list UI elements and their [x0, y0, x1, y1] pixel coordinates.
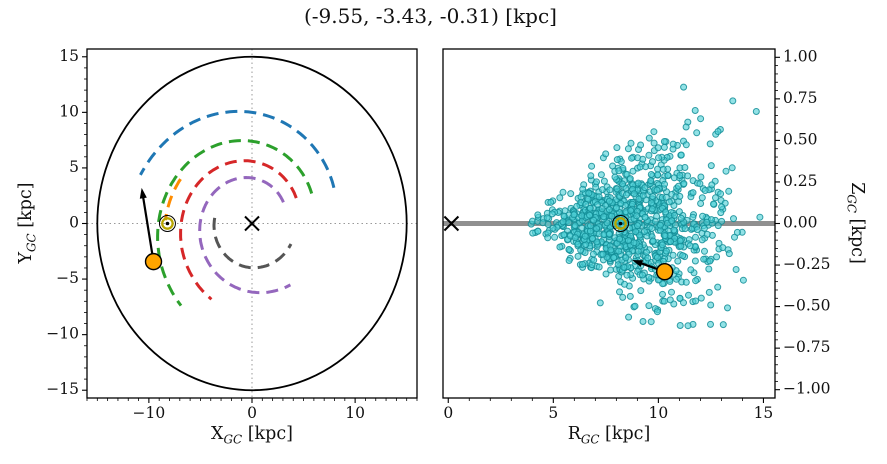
sun-symbol [158, 215, 176, 232]
right-xaxis-label: RGC [kpc] [443, 424, 775, 447]
spiral-arm-local-orange [164, 178, 182, 221]
star-marker [144, 252, 163, 271]
xlabel-sub: GC [580, 432, 600, 447]
y-tick-label: 0.00 [783, 214, 818, 232]
spiral-arm-purple [198, 175, 292, 295]
left-xaxis-label: XGC [kpc] [87, 424, 417, 447]
xlabel-base: X [211, 424, 224, 444]
y-tick-label: 15 [59, 47, 79, 65]
sun-outer-ring [612, 215, 630, 232]
star-marker [655, 262, 674, 281]
y-tick-label: −0.25 [783, 255, 831, 273]
ylabel-unit: [kpc] [16, 182, 36, 234]
ylabel-unit: [kpc] [847, 212, 867, 264]
sun-inner-ring [614, 217, 627, 230]
velocity-arrow-head [632, 260, 644, 267]
x-tick-label: 0 [247, 404, 257, 422]
velocity-arrow-head [139, 187, 147, 199]
solar-circle-boundary [96, 55, 408, 392]
scatter-points [527, 83, 764, 330]
spiral-arm-central-gray [212, 217, 293, 270]
sun-inner-ring [161, 217, 174, 230]
galactic-center-marker [244, 215, 260, 232]
y-tick-label: −5 [56, 269, 79, 287]
x-tick-label: −10 [133, 404, 166, 422]
velocity-arrow-shaft [141, 193, 155, 262]
y-tick-label: 0.50 [783, 130, 818, 148]
y-tick-label: −10 [46, 325, 79, 343]
right-panel-content [443, 83, 775, 330]
figure-title: (-9.55, -3.43, -0.31) [kpc] [304, 4, 557, 28]
xlabel-unit: [kpc] [599, 424, 651, 444]
y-tick-label: −1.00 [783, 380, 831, 398]
x-tick-label: 5 [548, 404, 558, 422]
y-tick-label: 10 [59, 102, 79, 120]
x-tick-label: 10 [649, 404, 669, 422]
y-tick-label: 0.25 [783, 172, 818, 190]
spiral-arm-red [179, 159, 298, 301]
x-tick-label: 10 [345, 404, 365, 422]
spiral-arm-green [156, 139, 314, 307]
sun-center-dot [618, 221, 623, 226]
xlabel-base: R [567, 424, 581, 444]
ylabel-sub: GC [844, 194, 859, 213]
ylabel-base: Z [847, 182, 867, 195]
x-tick-label: 15 [754, 404, 774, 422]
sun-outer-ring [158, 215, 176, 232]
y-tick-label: 0.75 [783, 89, 818, 107]
y-tick-label: −0.75 [783, 338, 831, 356]
sun-symbol [612, 215, 630, 232]
y-tick-label: −0.50 [783, 297, 831, 315]
y-tick-label: 1.00 [783, 47, 818, 65]
xlabel-unit: [kpc] [242, 424, 293, 444]
ylabel-base: Y [16, 251, 36, 264]
y-tick-label: 5 [69, 158, 79, 176]
xlabel-sub: GC [223, 432, 243, 447]
x-tick-label: 0 [443, 404, 453, 422]
spiral-arm-outer-blue [139, 109, 336, 189]
y-tick-label: 0 [69, 214, 79, 232]
ylabel-sub: GC [24, 233, 39, 252]
sun-center-dot [165, 221, 170, 226]
y-tick-label: −15 [46, 380, 79, 398]
galactic-center-marker [443, 215, 460, 232]
